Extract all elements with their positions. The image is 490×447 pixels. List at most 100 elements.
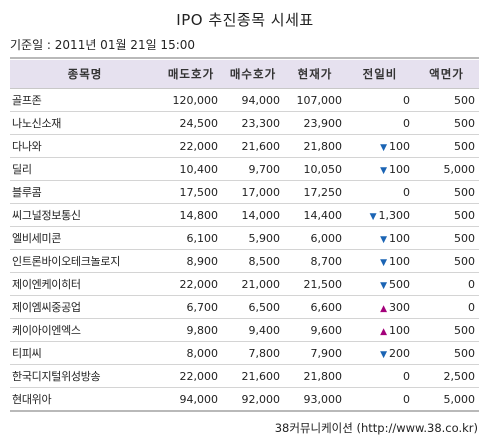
ask-price-cell: 10,400 [160, 157, 222, 181]
stock-name: 씨그널정보통신 [12, 209, 81, 222]
table-row: 엘비세미콘 6,100 5,900 6,000 ▼ 100 500 [10, 226, 479, 250]
current-price-cell: 7,900 [284, 341, 346, 365]
change-cell: ▼ 500 [346, 272, 414, 296]
change-cell: 0 [346, 387, 414, 412]
current-price: 6,000 [310, 231, 343, 245]
ask-price: 6,700 [186, 300, 219, 314]
stock-name-cell: 씨그널정보통신 [10, 203, 160, 227]
stock-name: 엘비세미콘 [12, 232, 62, 245]
bid-price: 23,300 [241, 116, 281, 130]
header-name: 종목명 [10, 60, 160, 89]
current-price-cell: 93,000 [284, 387, 346, 412]
change-cell: ▼ 100 [346, 226, 414, 250]
bid-price: 14,000 [241, 208, 281, 222]
change-cell: 0 [346, 111, 414, 135]
current-price: 17,250 [303, 185, 343, 199]
change: 200 [389, 346, 410, 360]
bid-price-cell: 5,900 [222, 226, 284, 250]
table-row: 나노신소재 24,500 23,300 23,900 0 500 [10, 111, 479, 135]
current-price-cell: 8,700 [284, 249, 346, 273]
par-value: 2,500 [443, 369, 476, 383]
ask-price: 8,000 [186, 346, 219, 360]
current-price-cell: 14,400 [284, 203, 346, 227]
base-date: 기준일 : 2011년 01월 21일 15:00 [10, 38, 196, 52]
bid-price: 92,000 [241, 392, 281, 406]
current-price-cell: 21,500 [284, 272, 346, 296]
par-value-cell: 5,000 [414, 157, 479, 181]
par-value: 0 [468, 300, 475, 314]
table-row: 제이엠씨중공업 6,700 6,500 6,600 ▲ 300 0 [10, 295, 479, 319]
current-price: 21,500 [303, 277, 343, 291]
par-value-cell: 500 [414, 226, 479, 250]
up-triangle-icon: ▲ [380, 303, 387, 314]
table-row: 티피씨 8,000 7,800 7,900 ▼ 200 500 [10, 341, 479, 365]
current-price: 107,000 [296, 93, 343, 107]
par-value-cell: 500 [414, 111, 479, 135]
ask-price: 17,500 [179, 185, 219, 199]
stock-name-cell: 티피씨 [10, 341, 160, 365]
par-value-cell: 500 [414, 180, 479, 204]
ask-price-cell: 22,000 [160, 272, 222, 296]
bid-price-cell: 14,000 [222, 203, 284, 227]
change: 300 [389, 300, 410, 314]
header-price: 현재가 [284, 60, 346, 89]
current-price-cell: 107,000 [284, 88, 346, 112]
table-row: 인트론바이오테크놀로지 8,900 8,500 8,700 ▼ 100 500 [10, 249, 479, 273]
ask-price-cell: 22,000 [160, 364, 222, 388]
change: 0 [403, 392, 410, 406]
current-price: 10,050 [303, 162, 343, 176]
down-triangle-icon: ▼ [380, 280, 387, 291]
current-price: 21,800 [303, 369, 343, 383]
bid-price: 21,600 [241, 139, 281, 153]
par-value-cell: 500 [414, 203, 479, 227]
change-cell: ▼ 100 [346, 134, 414, 158]
par-value-cell: 500 [414, 134, 479, 158]
ask-price: 120,000 [172, 93, 219, 107]
ask-price-cell: 8,900 [160, 249, 222, 273]
bid-price-cell: 7,800 [222, 341, 284, 365]
bid-price-cell: 9,400 [222, 318, 284, 342]
current-price-cell: 17,250 [284, 180, 346, 204]
bid-price: 8,500 [248, 254, 281, 268]
down-triangle-icon: ▼ [380, 165, 387, 176]
bid-price-cell: 9,700 [222, 157, 284, 181]
down-triangle-icon: ▼ [380, 257, 387, 268]
stock-name-cell: 케이아이엔엑스 [10, 318, 160, 342]
stock-name: 티피씨 [12, 347, 42, 360]
stock-name: 현대위아 [12, 393, 52, 406]
change-cell: ▼ 1,300 [346, 203, 414, 227]
ask-price: 10,400 [179, 162, 219, 176]
table-row: 딜리 10,400 9,700 10,050 ▼ 100 5,000 [10, 157, 479, 181]
par-value: 500 [454, 231, 475, 245]
par-value-cell: 0 [414, 272, 479, 296]
current-price: 14,400 [303, 208, 343, 222]
change: 0 [403, 93, 410, 107]
ask-price: 9,800 [186, 323, 219, 337]
stock-name-cell: 인트론바이오테크놀로지 [10, 249, 160, 273]
down-triangle-icon: ▼ [380, 349, 387, 360]
ask-price-cell: 14,800 [160, 203, 222, 227]
par-value: 500 [454, 116, 475, 130]
ask-price-cell: 120,000 [160, 88, 222, 112]
stock-name: 블루콤 [12, 186, 42, 199]
bid-price-cell: 21,600 [222, 134, 284, 158]
current-price-cell: 6,600 [284, 295, 346, 319]
page-title: IPO 추진종목 시세표 [176, 11, 314, 29]
par-value: 500 [454, 185, 475, 199]
stock-name: 골프존 [12, 94, 42, 107]
par-value-cell: 5,000 [414, 387, 479, 412]
up-triangle-icon: ▲ [380, 326, 387, 337]
current-price: 7,900 [310, 346, 343, 360]
header-change: 전일비 [346, 60, 414, 89]
par-value: 5,000 [443, 392, 476, 406]
header-bid: 매수호가 [222, 60, 284, 89]
bid-price: 17,000 [241, 185, 281, 199]
change-cell: 0 [346, 88, 414, 112]
current-price-cell: 23,900 [284, 111, 346, 135]
par-value: 500 [454, 208, 475, 222]
bid-price: 21,600 [241, 369, 281, 383]
ask-price-cell: 8,000 [160, 341, 222, 365]
par-value: 500 [454, 93, 475, 107]
ask-price-cell: 6,100 [160, 226, 222, 250]
change: 0 [403, 369, 410, 383]
